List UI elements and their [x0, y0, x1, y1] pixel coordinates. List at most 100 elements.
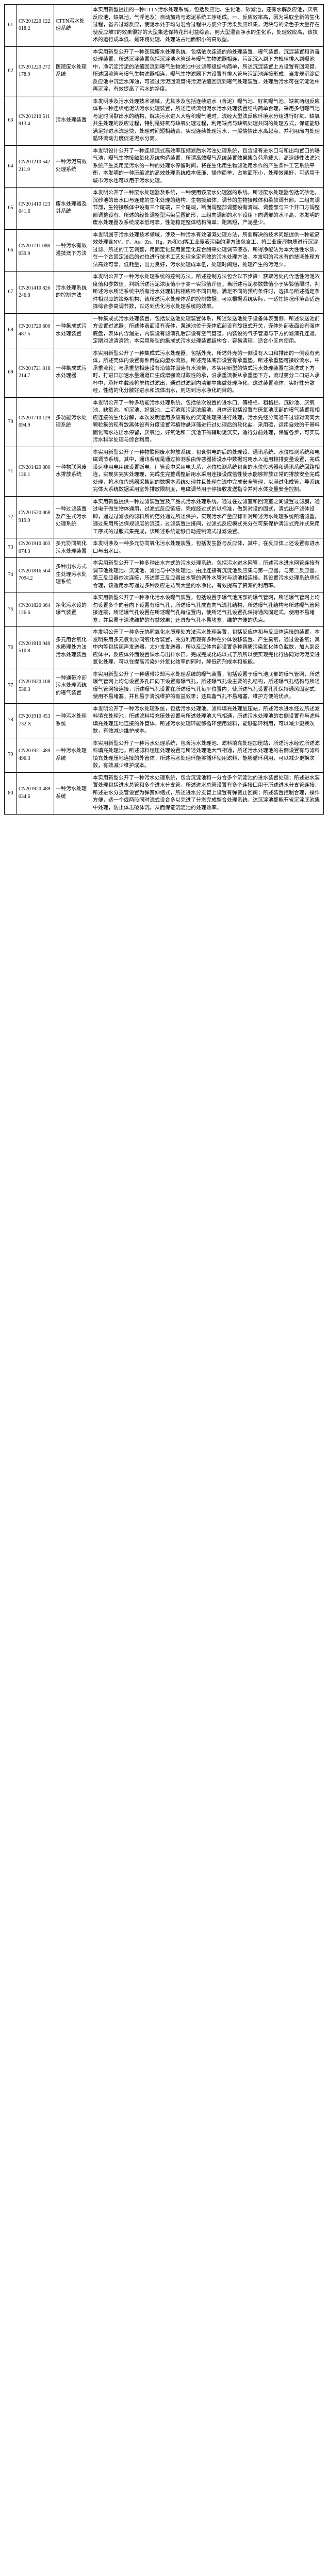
patent-title: 一种物联网废水排放系统: [54, 447, 91, 496]
table-row: 74CN201816 5647094.2多种出水方式生处理污水处理系统本实用新型…: [5, 558, 324, 592]
row-index: 72: [5, 496, 17, 538]
row-index: 80: [5, 772, 17, 815]
patent-title: 一种污水处理系统: [54, 772, 91, 815]
patent-number: CN201711 088059.9: [17, 229, 54, 272]
patent-abstract: 本发明公开了一种污水处理系统的控制方法，所述控制方法包含以下步骤：获取污处内含活…: [91, 272, 324, 314]
row-index: 67: [5, 272, 17, 314]
row-index: 62: [5, 46, 17, 96]
table-row: 64CN201210 542211.9一种污泥高效处理系统本发明设计公开了一种连…: [5, 145, 324, 188]
row-index: 73: [5, 538, 17, 558]
patent-number: CN201420 880126.1: [17, 447, 54, 496]
row-index: 70: [5, 397, 17, 447]
patent-number: CN201910 453732.X: [17, 703, 54, 738]
patent-abstract: 本发明公开了一种多功能污水处理系统，包括依次设置的进水口、簿格栏、粗格栏、沉砂池…: [91, 397, 324, 447]
patent-number: CN201816 5647094.2: [17, 558, 54, 592]
table-row: 78CN201910 453732.X一种污水处理系统本发明公开了一种污水处理系…: [5, 703, 324, 738]
patent-abstract: 本实用新型公开了一种通带冷却污水处理系统的曝气装置，包括设置于曝气池底部的曝气管…: [91, 669, 324, 703]
patent-number: CN201820 364126.6: [17, 592, 54, 627]
row-index: 74: [5, 558, 17, 592]
row-index: 68: [5, 313, 17, 348]
patent-number: CN201410 826246.8: [17, 272, 54, 314]
patent-abstract: 本实用新型提供一种过滤装置置及产品式污水处理系统，通过在过滤室和回流室之间设置过…: [91, 496, 324, 538]
patent-abstract: 本实用新型公开了一种物联网废水排放系统，包含供电的后的处理设、通讯系统、水位检测…: [91, 447, 324, 496]
patent-number: CN201910 303074.3: [17, 538, 54, 558]
patent-title: 一种过滤装置及产生式污水处理系统: [54, 496, 91, 538]
patent-title: 多元协同氧化污水处理装置: [54, 538, 91, 558]
patent-number: CN201720 600487.5: [17, 313, 54, 348]
patent-number: CN201220 122018.2: [17, 5, 54, 47]
patent-title: 多元用合氧化水质理处方法污水处理装置: [54, 627, 91, 669]
row-index: 76: [5, 627, 17, 669]
patent-abstract: 本实用新型公开了一种污水处理系统，包含沉淀池和一分合多个沉淀池的进水装置处理；所…: [91, 772, 324, 815]
patent-title: 污水处理系统的控制方法: [54, 272, 91, 314]
patent-abstract: 本实用新型公开了一种污水处理系统，包含污水处理池、滤料填充处理加压站，所述污水经…: [91, 738, 324, 772]
patent-number: CN201210 511913.4: [17, 96, 54, 145]
patent-abstract: 本发明涉及污水处理技术领域，尤其涉及包括连续进水（含泥）曝气池、好氧曝气池，缺氧…: [91, 96, 324, 145]
row-index: 77: [5, 669, 17, 703]
patent-number: CN201920 108536.3: [17, 669, 54, 703]
patent-abstract: 本发明公开了一种废水处理器及系统，一种使用该废水处理器的系统。所述废水处理器包括…: [91, 188, 324, 230]
row-index: 64: [5, 145, 17, 188]
table-row: 73CN201910 303074.3多元协同氧化污水处理装置本发明涉及一种多元…: [5, 538, 324, 558]
patent-title: 污水处理装置: [54, 96, 91, 145]
table-row: 68CN201720 600487.5一种集成式污水处理装置一种集成式污水处理装…: [5, 313, 324, 348]
table-row: 71CN201420 880126.1一种物联网废水排放系统本实用新型公开了一种…: [5, 447, 324, 496]
table-row: 62CN201220 272178.9医院废水处理系统本实用新型公开了一种医院废…: [5, 46, 324, 96]
patent-title: 医院废水处理系统: [54, 46, 91, 96]
table-row: 69CN201721 818214.7一种集成式污水处理器本实用新型公开了一种集…: [5, 348, 324, 397]
patent-title: 一种通带冷却污水处理系统的曝气装置: [54, 669, 91, 703]
table-row: 70CN201710 129094.9多功能污水处理系统本发明公开了一种多功能污…: [5, 397, 324, 447]
patent-table-body: 61CN201220 122018.2CTTN污水处理系统本实用新型提出的一种C…: [5, 5, 324, 815]
patent-title: 一种集成式污水处理装置: [54, 313, 91, 348]
patent-number: CN201710 129094.9: [17, 397, 54, 447]
table-row: 77CN201920 108536.3一种通带冷却污水处理系统的曝气装置本实用新…: [5, 669, 324, 703]
row-index: 63: [5, 96, 17, 145]
table-row: 66CN201711 088059.9一种污水有效灌技溉下方法本发明属于污水处理…: [5, 229, 324, 272]
patent-title: 一种污水有效灌技溉下方法: [54, 229, 91, 272]
patent-number: CN201721 818214.7: [17, 348, 54, 397]
patent-title: CTTN污水处理系统: [54, 5, 91, 47]
patent-number: CN201920 489034.6: [17, 772, 54, 815]
table-row: 72CN201520 068919.9一种过滤装置及产生式污水处理系统本实用新型…: [5, 496, 324, 538]
patent-number: CN201220 272178.9: [17, 46, 54, 96]
patent-number: CN201210 542211.9: [17, 145, 54, 188]
table-row: 65CN201410 123041.6废水处理器及其系统本发明公开了一种废水处理…: [5, 188, 324, 230]
row-index: 69: [5, 348, 17, 397]
table-row: 67CN201410 826246.8污水处理系统的控制方法本发明公开了一种污水…: [5, 272, 324, 314]
patent-title: 一种污水处理系统: [54, 738, 91, 772]
row-index: 79: [5, 738, 17, 772]
table-row: 63CN201210 511913.4污水处理装置本发明涉及污水处理技术领域，尤…: [5, 96, 324, 145]
patent-title: 多种出水方式生处理污水处理系统: [54, 558, 91, 592]
patent-table: 61CN201220 122018.2CTTN污水处理系统本实用新型提出的一种C…: [4, 4, 324, 815]
patent-abstract: 本实用新型公开了一种医院废水处理系统，包括依次连通的前处理装置，曝气装置，沉淀装…: [91, 46, 324, 96]
table-row: 80CN201920 489034.6一种污水处理系统本实用新型公开了一种污水处…: [5, 772, 324, 815]
patent-title: 一种集成式污水处理器: [54, 348, 91, 397]
patent-abstract: 本实用新型公开了一种净化污水设曝气装置，包括设置于曝气池底部的曝气管网，所述曝气…: [91, 592, 324, 627]
row-index: 78: [5, 703, 17, 738]
patent-number: CN201410 123041.6: [17, 188, 54, 230]
patent-abstract: 本发明公开了一种污水处理系统，包括污水处理池、滤料填充处理加压站，所述污水进水经…: [91, 703, 324, 738]
patent-abstract: 本实用新型提出的一种CTTN污水处理系统，包括反应池、生化池、砂滤池，还有水解反…: [91, 5, 324, 47]
patent-abstract: 本实用新型公开了一种多种出水方式的污水处理系统，包括污水进水网管，所述污水进水网…: [91, 558, 324, 592]
row-index: 66: [5, 229, 17, 272]
row-index: 65: [5, 188, 17, 230]
patent-title: 废水处理器及其系统: [54, 188, 91, 230]
row-index: 75: [5, 592, 17, 627]
row-index: 71: [5, 447, 17, 496]
patent-title: 一种污水处理系统: [54, 703, 91, 738]
patent-abstract: 一种集成式污水处理装置，包括泵送池处理装置体系，所述泵送池处于设备体表面侧，所述…: [91, 313, 324, 348]
patent-title: 一种污泥高效处理系统: [54, 145, 91, 188]
patent-abstract: 本发明属于污水处理技术领域，涉及一种污水有效灌溉处理方法，所要解决的技术问题提供…: [91, 229, 324, 272]
patent-title: 多功能污水处理系统: [54, 397, 91, 447]
patent-number: CN201921 489496.3: [17, 738, 54, 772]
patent-abstract: 本实用新型公开了一种集成式污水处理器，包括外壳，所述外壳的一侧设有入口和排出的一…: [91, 348, 324, 397]
patent-abstract: 本发明涉及一种多元协同氧化污水处理装置，包括发生器与反应体，其中，在反应体上还设…: [91, 538, 324, 558]
row-index: 61: [5, 5, 17, 47]
table-row: 79CN201921 489496.3一种污水处理系统本实用新型公开了一种污水处…: [5, 738, 324, 772]
patent-title: 净化污水设的曝气装置: [54, 592, 91, 627]
patent-number: CN201810 040510.8: [17, 627, 54, 669]
patent-number: CN201520 068919.9: [17, 496, 54, 538]
patent-abstract: 本发明设计公开了一种连续流式高效率压缩滤后水污浊处理系统，包含设有进水口与和出均…: [91, 145, 324, 188]
table-row: 75CN201820 364126.6净化污水设的曝气装置本实用新型公开了一种净…: [5, 592, 324, 627]
patent-abstract: 本发明公开了一种多元协同氧化水质理处方法污水处理装置，包括反应体和与反应体连接的…: [91, 627, 324, 669]
